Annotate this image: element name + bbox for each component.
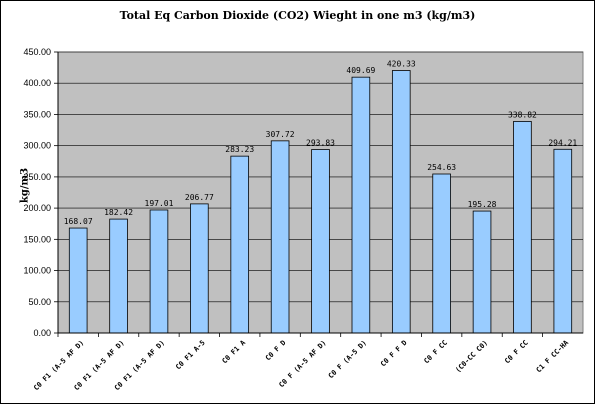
x-tick-label: C0 F1 A — [221, 338, 248, 365]
bar — [311, 149, 330, 334]
y-tick-label: 350.00 — [23, 109, 51, 119]
data-label: 409.69 — [346, 66, 375, 75]
bar — [149, 209, 169, 334]
data-label: 168.07 — [64, 217, 93, 226]
data-label: 294.21 — [548, 138, 577, 147]
data-label: 206.77 — [185, 193, 214, 202]
y-tick-label: 300.00 — [23, 141, 51, 151]
x-tick-label: C0 F CC — [503, 339, 530, 366]
bar — [68, 227, 88, 334]
data-label: 197.01 — [145, 199, 174, 208]
x-tick-label: C0 F (A-5 D) — [327, 339, 368, 380]
chart-title: Total Eq Carbon Dioxide (CO2) Wieght in … — [119, 9, 476, 22]
data-label: 254.63 — [427, 163, 456, 172]
y-tick-label: 150.00 — [23, 234, 51, 244]
bar — [190, 203, 209, 334]
y-tick-label: 100.00 — [23, 266, 51, 276]
data-label: 283.23 — [225, 145, 254, 154]
data-label: 307.72 — [266, 130, 295, 139]
x-tick-label: C0 F CC — [423, 339, 450, 366]
data-label: 338.82 — [508, 110, 537, 119]
bar — [513, 121, 532, 334]
x-tick-label: C0 F1 A-5 — [174, 339, 206, 371]
x-tick-label: C0 F F D — [379, 339, 408, 368]
y-tick-label: 50.00 — [28, 297, 51, 307]
data-label: 420.33 — [387, 60, 416, 69]
y-tick-label: 0.00 — [33, 328, 51, 338]
bar — [432, 173, 451, 334]
bars — [68, 70, 573, 334]
bar — [553, 148, 573, 334]
x-tick-label: (C0-CC C0) — [454, 339, 489, 374]
bar — [472, 210, 492, 334]
x-tick-label: C1 F CC-HA — [535, 338, 571, 374]
bar — [230, 155, 250, 334]
bar — [391, 70, 411, 334]
x-tick-label: C0 F D — [264, 339, 288, 363]
bar — [270, 140, 290, 334]
y-ticks: 0.00 50.00 100.00 150.00 200.00 250.00 300.00 3… — [23, 47, 583, 338]
y-tick-label: 250.00 — [23, 172, 51, 182]
data-label: 195.28 — [468, 200, 497, 209]
bar — [351, 76, 371, 334]
y-tick-label: 400.00 — [23, 78, 51, 88]
bar — [109, 218, 128, 334]
x-ticks: C0 F1 (A-5 AF D)C0 F1 (A-5 AF D)C0 F1 (A… — [32, 333, 571, 392]
y-tick-label: 450.00 — [23, 47, 51, 57]
data-label: 293.83 — [306, 139, 335, 148]
data-label: 182.42 — [104, 208, 133, 217]
data-labels: 168.07 182.42 197.01 206.77 283.23 307.72 293.… — [64, 60, 578, 227]
y-tick-label: 200.00 — [23, 203, 51, 213]
